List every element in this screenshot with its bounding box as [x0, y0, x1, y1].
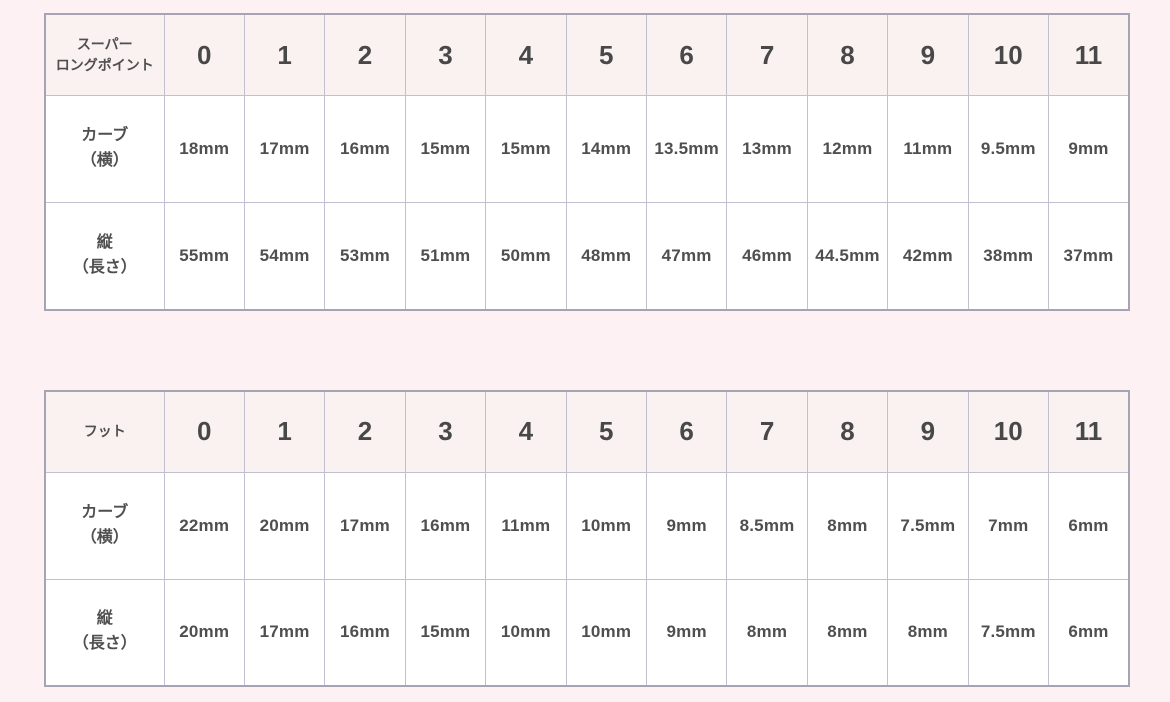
size-value-cell: 17mm: [324, 471, 406, 580]
size-column-header: 3: [404, 13, 487, 96]
size-value-cell: 15mm: [485, 95, 567, 203]
size-value-cell: 11mm: [887, 95, 969, 203]
row-label-cell: カーブ （横）: [44, 471, 165, 580]
size-value-cell: 51mm: [404, 202, 487, 310]
size-value-cell: 14mm: [565, 95, 647, 203]
size-value-cell: 9.5mm: [967, 95, 1049, 203]
size-column-header: 0: [163, 390, 245, 473]
size-value-cell: 11mm: [485, 471, 567, 580]
measurement-row: カーブ （横） 18mm 17mm 16mm 15mm 15mm 14mm 13.5mm 13m…: [44, 95, 1130, 203]
size-column-header: 3: [404, 390, 487, 473]
size-value-cell: 7.5mm: [887, 471, 969, 580]
size-value-cell: 10mm: [565, 578, 647, 687]
size-column-header: 2: [324, 390, 406, 473]
size-value-cell: 55mm: [163, 202, 245, 310]
size-column-header: 10: [967, 390, 1049, 473]
measurement-row: カーブ （横） 22mm 20mm 17mm 16mm 11mm 10mm 9mm 8.5mm 8…: [44, 471, 1130, 580]
size-value-cell: 20mm: [163, 578, 245, 687]
size-value-cell: 16mm: [324, 95, 406, 203]
size-value-cell: 47mm: [645, 202, 728, 310]
size-value-cell: 44.5mm: [806, 202, 889, 310]
size-value-cell: 50mm: [485, 202, 567, 310]
size-value-cell: 46mm: [726, 202, 808, 310]
size-value-cell: 54mm: [243, 202, 326, 310]
measurement-row: 縦 （長さ） 55mm 54mm 53mm 51mm 50mm 48mm 47mm 46mm 44…: [44, 202, 1130, 310]
size-value-cell: 6mm: [1047, 471, 1130, 580]
size-column-header: 4: [485, 390, 567, 473]
size-value-cell: 16mm: [404, 471, 487, 580]
size-column-header: 11: [1047, 13, 1130, 96]
size-charts: スーパー ロングポイント 0 1 2 3 4 5 6 7 8 9 10 11 カーブ （横） 18mm 1…: [44, 13, 1130, 687]
size-value-cell: 9mm: [1047, 95, 1130, 203]
size-column-header: 7: [726, 390, 808, 473]
size-column-header: 6: [645, 13, 728, 96]
size-value-cell: 42mm: [887, 202, 969, 310]
size-value-cell: 16mm: [324, 578, 406, 687]
size-column-header: 5: [565, 390, 647, 473]
size-value-cell: 6mm: [1047, 578, 1130, 687]
size-table-section: スーパー ロングポイント 0 1 2 3 4 5 6 7 8 9 10 11 カーブ （横） 18mm 1…: [44, 13, 1130, 311]
size-value-cell: 15mm: [404, 95, 487, 203]
size-value-cell: 37mm: [1047, 202, 1130, 310]
table-title-cell: スーパー ロングポイント: [44, 13, 165, 96]
size-column-header: 4: [485, 13, 567, 96]
table-title-cell: フット: [44, 390, 165, 473]
size-value-cell: 53mm: [324, 202, 406, 310]
size-value-cell: 8mm: [887, 578, 969, 687]
size-value-cell: 48mm: [565, 202, 647, 310]
size-value-cell: 10mm: [485, 578, 567, 687]
size-column-header: 1: [243, 13, 326, 96]
size-column-header: 9: [887, 13, 969, 96]
size-value-cell: 8.5mm: [726, 471, 808, 580]
size-value-cell: 17mm: [243, 95, 326, 203]
size-column-header: 11: [1047, 390, 1130, 473]
size-value-cell: 9mm: [645, 578, 728, 687]
row-label-cell: 縦 （長さ）: [44, 202, 165, 310]
size-value-cell: 7mm: [967, 471, 1049, 580]
size-column-header: 8: [806, 13, 889, 96]
row-label-cell: カーブ （横）: [44, 95, 165, 203]
size-value-cell: 20mm: [243, 471, 326, 580]
size-value-cell: 15mm: [404, 578, 487, 687]
size-column-header: 8: [806, 390, 889, 473]
size-column-header: 10: [967, 13, 1049, 96]
size-header-row: スーパー ロングポイント 0 1 2 3 4 5 6 7 8 9 10 11: [44, 13, 1130, 96]
size-table: スーパー ロングポイント 0 1 2 3 4 5 6 7 8 9 10 11 カーブ （横） 18mm 1…: [44, 13, 1130, 311]
size-header-row: フット 0 1 2 3 4 5 6 7 8 9 10 11: [44, 390, 1130, 473]
size-value-cell: 10mm: [565, 471, 647, 580]
size-value-cell: 38mm: [967, 202, 1049, 310]
size-value-cell: 9mm: [645, 471, 728, 580]
size-value-cell: 22mm: [163, 471, 245, 580]
size-column-header: 6: [645, 390, 728, 473]
size-column-header: 5: [565, 13, 647, 96]
size-table: フット 0 1 2 3 4 5 6 7 8 9 10 11 カーブ （横） 22mm 20mm 17mm 16…: [44, 389, 1130, 687]
size-table-section: フット 0 1 2 3 4 5 6 7 8 9 10 11 カーブ （横） 22mm 20mm 17mm 16…: [44, 389, 1130, 687]
size-column-header: 0: [163, 13, 245, 96]
size-value-cell: 8mm: [806, 471, 889, 580]
size-value-cell: 17mm: [243, 578, 326, 687]
size-value-cell: 8mm: [806, 578, 889, 687]
size-value-cell: 8mm: [726, 578, 808, 687]
size-value-cell: 13.5mm: [645, 95, 728, 203]
size-value-cell: 7.5mm: [967, 578, 1049, 687]
size-column-header: 7: [726, 13, 808, 96]
size-value-cell: 13mm: [726, 95, 808, 203]
size-column-header: 1: [243, 390, 326, 473]
size-column-header: 9: [887, 390, 969, 473]
size-column-header: 2: [324, 13, 406, 96]
measurement-row: 縦 （長さ） 20mm 17mm 16mm 15mm 10mm 10mm 9mm 8mm 8mm 8…: [44, 578, 1130, 687]
row-label-cell: 縦 （長さ）: [44, 578, 165, 687]
size-value-cell: 12mm: [806, 95, 889, 203]
size-value-cell: 18mm: [163, 95, 245, 203]
